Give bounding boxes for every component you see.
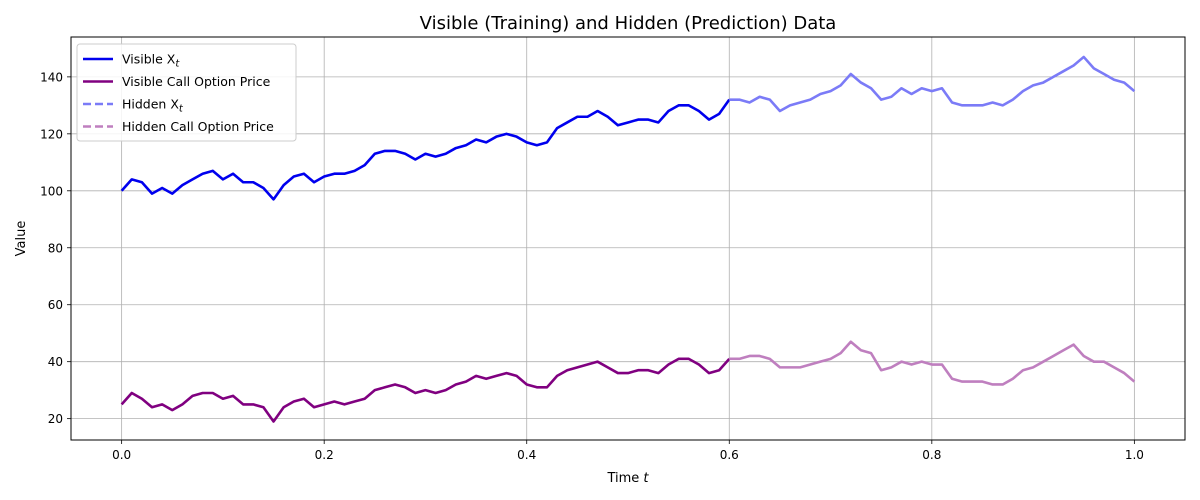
- grid: [71, 37, 1185, 440]
- legend-entry-text: Hidden X: [122, 97, 179, 112]
- series-line-visible-x-t: [120, 98, 731, 201]
- x-tick-label: 0.0: [112, 448, 131, 462]
- legend-entry: Hidden Call Option Price: [122, 119, 274, 134]
- legend-entry: Visible Xt: [122, 52, 180, 70]
- x-tick-label: 0.2: [315, 448, 334, 462]
- x-tick-label: 0.6: [720, 448, 739, 462]
- y-tick-label: 80: [48, 241, 63, 255]
- series-line-hidden-x-t: [729, 55, 1136, 113]
- y-tick-label: 40: [48, 355, 63, 369]
- legend-entry-subscript: t: [175, 59, 180, 70]
- y-tick-label: 140: [40, 70, 63, 84]
- y-tick-label: 20: [48, 412, 63, 426]
- series-line-visible-call-option-price: [120, 357, 731, 423]
- legend-entry: Hidden Xt: [122, 97, 184, 115]
- chart-title: Visible (Training) and Hidden (Predictio…: [420, 13, 837, 34]
- legend-entry: Visible Call Option Price: [122, 74, 271, 89]
- x-tick-label: 1.0: [1125, 448, 1144, 462]
- legend-entry-subscript: t: [179, 104, 184, 115]
- axis-ticks: 0.0 0.2 0.4 0.6 0.8 1.0 20 40 60 80 100 120 140: [40, 70, 1144, 462]
- plot-frame: [70, 36, 1186, 441]
- y-axis-label: Value: [14, 221, 29, 257]
- series-line-hidden-call-option-price: [729, 340, 1136, 386]
- x-axis-label: Time t: [606, 471, 649, 486]
- y-tick-label: 60: [48, 298, 63, 312]
- series-layer: [120, 55, 1136, 423]
- legend-entry-text: Visible X: [122, 52, 176, 67]
- x-tick-label: 0.4: [517, 448, 536, 462]
- y-tick-label: 120: [40, 127, 63, 141]
- x-tick-label: 0.8: [922, 448, 941, 462]
- y-tick-label: 100: [40, 184, 63, 198]
- legend-box: [76, 43, 297, 142]
